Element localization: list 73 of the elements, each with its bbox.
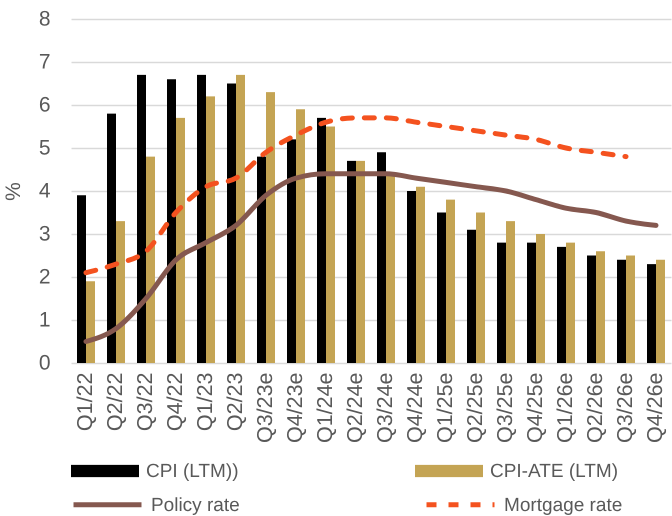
bar <box>137 74 146 363</box>
y-tick-label: 5 <box>38 136 50 160</box>
bar <box>566 242 575 363</box>
bar <box>557 246 566 363</box>
x-tick-label: Q2/24e <box>343 372 367 444</box>
bar <box>236 74 245 363</box>
bar <box>176 118 185 363</box>
bar <box>197 74 206 363</box>
bar <box>146 156 155 363</box>
x-tick-label: Q3/23e <box>253 372 277 444</box>
bar <box>77 195 86 363</box>
x-tick-label: Q1/24e <box>313 372 337 444</box>
legend-label: Mortgage rate <box>504 494 622 516</box>
bar <box>356 160 365 363</box>
bar <box>506 221 515 363</box>
bar <box>647 264 656 363</box>
bar <box>476 212 485 363</box>
bar <box>656 260 665 363</box>
y-tick-label: 4 <box>38 180 51 202</box>
bar <box>536 234 545 363</box>
bar <box>497 242 506 363</box>
x-tick-label: Q1/25e <box>433 372 457 444</box>
bar <box>437 212 446 363</box>
bar <box>167 79 176 363</box>
x-tick-label: Q4/23e <box>283 372 307 444</box>
bar <box>626 256 635 363</box>
x-tick-label: Q4/26e <box>643 372 667 444</box>
bar <box>287 139 296 363</box>
y-tick-label: 8 <box>38 8 50 30</box>
x-tick-label: Q1/23 <box>193 372 217 432</box>
bar <box>116 221 125 363</box>
bar <box>527 242 536 363</box>
legend-label: CPI-ATE (LTM) <box>490 461 618 482</box>
bar <box>587 256 596 363</box>
bar <box>347 160 356 363</box>
x-tick-label: Q3/25e <box>493 372 517 444</box>
x-tick-label: Q3/22 <box>133 372 157 432</box>
x-tick-label: Q3/24e <box>373 372 397 444</box>
y-tick-label: 1 <box>38 308 50 332</box>
y-tick-label: 3 <box>38 222 50 246</box>
y-tick-label: 6 <box>38 94 50 116</box>
bar <box>377 152 386 363</box>
y-axis-title: % <box>2 182 25 201</box>
bar <box>266 92 275 363</box>
legend-label: CPI (LTM)) <box>146 461 239 482</box>
legend-label: Policy rate <box>151 494 240 516</box>
bar <box>446 200 455 363</box>
y-tick-label: 2 <box>38 266 50 288</box>
x-tick-label: Q3/26e <box>613 372 637 444</box>
bar <box>467 230 476 363</box>
bar <box>317 118 326 363</box>
x-tick-label: Q1/26e <box>553 372 577 444</box>
y-tick-label: 0 <box>38 352 50 374</box>
bar <box>617 260 626 363</box>
x-tick-label: Q2/23 <box>223 372 247 432</box>
x-tick-label: Q4/24e <box>403 372 427 444</box>
x-tick-label: Q4/22 <box>163 372 187 432</box>
bar <box>86 281 95 363</box>
bar <box>416 186 425 363</box>
x-tick-label: Q2/25e <box>463 372 487 444</box>
bar <box>227 84 236 363</box>
bar <box>107 114 116 363</box>
bar <box>296 109 305 363</box>
bar <box>326 126 335 363</box>
bar <box>206 96 215 363</box>
x-tick-label: Q4/25e <box>523 372 547 444</box>
y-tick-label: 7 <box>38 50 50 74</box>
x-tick-label: Q1/22 <box>73 372 97 432</box>
bar <box>257 156 266 363</box>
x-tick-label: Q2/26e <box>583 372 607 444</box>
bar <box>407 191 416 363</box>
bar <box>596 251 605 363</box>
x-tick-label: Q2/22 <box>103 372 127 432</box>
